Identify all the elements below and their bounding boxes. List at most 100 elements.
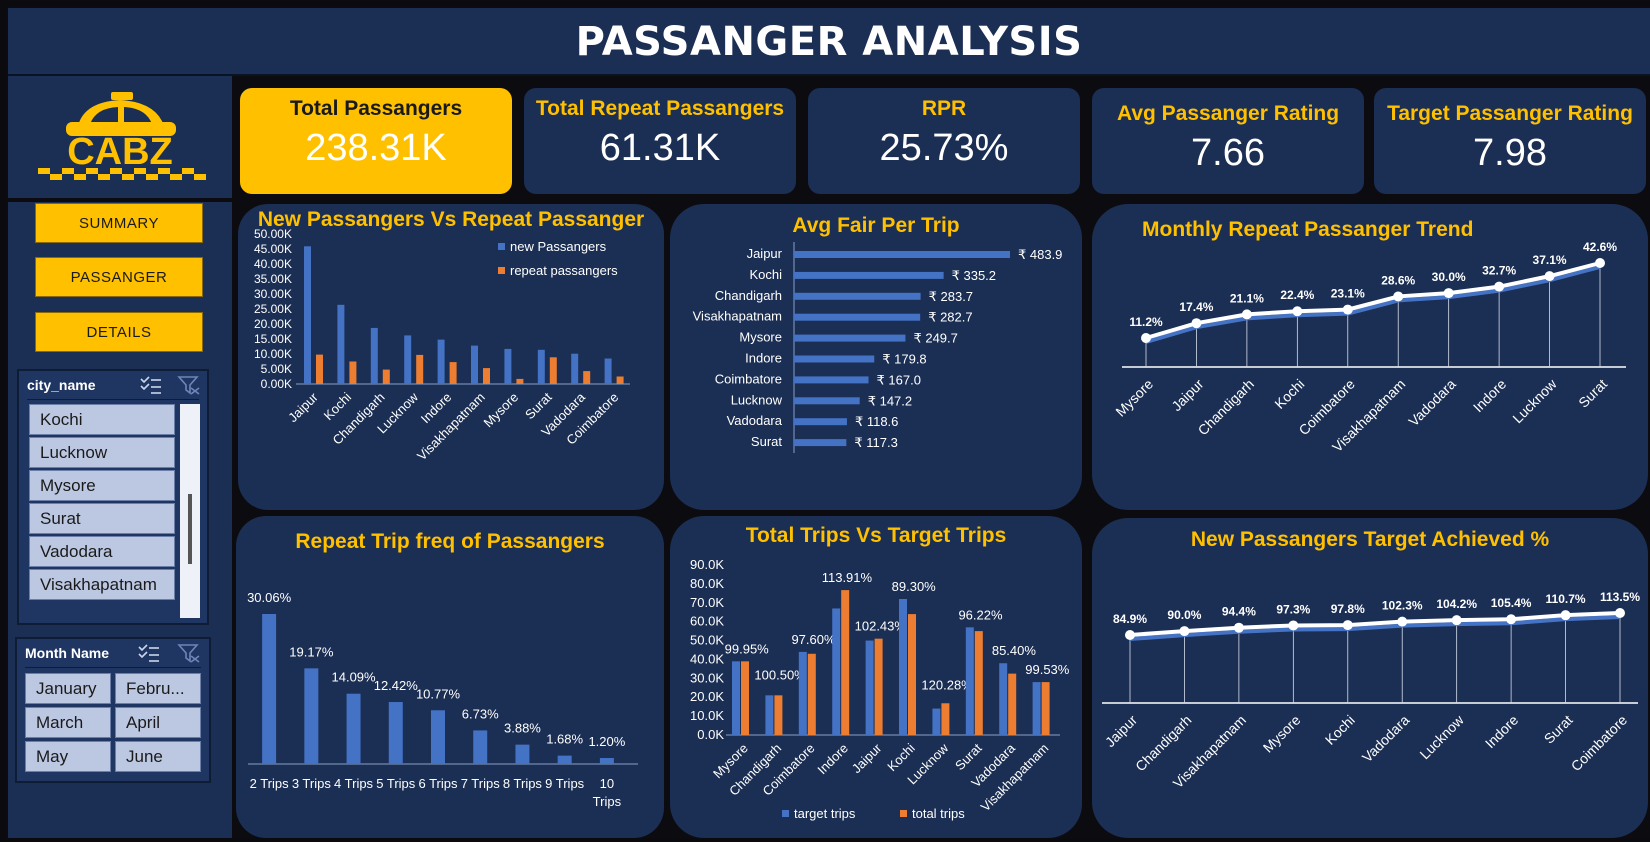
clear-filter-icon[interactable] bbox=[177, 643, 201, 663]
legend-swatch bbox=[900, 810, 907, 817]
trend-point bbox=[1233, 622, 1244, 633]
bar-repeat-passangers bbox=[316, 354, 323, 384]
data-label: ₹ 147.2 bbox=[868, 393, 912, 408]
data-label: 42.6% bbox=[1583, 240, 1617, 254]
y-tick-label: 10.0K bbox=[690, 708, 724, 723]
x-tick-label: Kochi bbox=[1322, 712, 1358, 748]
chart-title: New Passangers Target Achieved % bbox=[1190, 528, 1550, 551]
bar-trip-freq bbox=[262, 614, 277, 764]
month-item-february[interactable]: Febru... bbox=[115, 673, 201, 704]
bar-total-trips bbox=[807, 653, 816, 735]
data-label: 97.8% bbox=[1331, 602, 1365, 616]
y-tick-label: 30.0K bbox=[690, 670, 724, 685]
y-tick-label: 20.00K bbox=[254, 317, 292, 331]
y-tick-label: 10.00K bbox=[254, 347, 292, 361]
multi-select-icon[interactable] bbox=[137, 643, 161, 663]
chart-title: Repeat Trip freq of Passangers bbox=[295, 530, 605, 553]
bar-avg-fare bbox=[794, 376, 869, 384]
kpi-value: 25.73% bbox=[879, 127, 1009, 169]
bar-total-trips bbox=[1041, 682, 1050, 735]
bar-total-trips bbox=[741, 661, 749, 735]
data-label: 3.88% bbox=[504, 721, 541, 736]
bar-new-passangers bbox=[571, 353, 579, 384]
month-item-june[interactable]: June bbox=[115, 741, 201, 772]
month-item-april[interactable]: April bbox=[115, 707, 201, 738]
data-label: 100.50% bbox=[754, 667, 806, 682]
bar-repeat-passangers bbox=[549, 357, 557, 384]
x-tick-label: Mysore bbox=[1260, 712, 1304, 756]
title-bar: PASSANGER ANALYSIS bbox=[8, 8, 1650, 76]
trend-point bbox=[1141, 333, 1151, 343]
repeat-freq-chart: 30.06% 2 Trips 19.17% 3 Trips 14.09% 4 Trips 1… bbox=[247, 590, 638, 809]
legend-label: new Passangers bbox=[510, 239, 607, 254]
city-item-visakhapatnam[interactable]: Visakhapatnam bbox=[29, 569, 175, 600]
month-item-march[interactable]: March bbox=[25, 707, 111, 738]
details-button[interactable]: DETAILS bbox=[35, 312, 203, 352]
city-item-vadodara[interactable]: Vadodara bbox=[29, 536, 175, 567]
month-item-may[interactable]: May bbox=[25, 741, 111, 772]
x-tick-label: Jaipur bbox=[1168, 376, 1207, 415]
trips-vs-target-card: Total Trips Vs Target Trips 90.0K 80.0K 70… bbox=[670, 516, 1082, 838]
data-label: 14.09% bbox=[332, 670, 377, 685]
bar-target-trips bbox=[899, 599, 907, 735]
summary-button[interactable]: SUMMARY bbox=[35, 203, 203, 243]
bar-avg-fare bbox=[794, 251, 1010, 258]
x-tick-label: Mysore bbox=[480, 390, 521, 431]
trend-point bbox=[1393, 291, 1404, 302]
data-label: 102.43% bbox=[855, 619, 907, 634]
y-tick-label: Vadodara bbox=[727, 413, 783, 428]
legend-swatch bbox=[782, 810, 789, 817]
monthly-repeat-chart: 11.2%Mysore17.4%Jaipur21.1%Chandigarh22.… bbox=[1112, 240, 1626, 455]
month-item-january[interactable]: January bbox=[25, 673, 111, 704]
x-tick-label: Coimbatore bbox=[1568, 712, 1631, 775]
bar-new-passangers bbox=[504, 348, 512, 384]
kpi-label: Target Passanger Rating bbox=[1387, 102, 1633, 125]
data-label: ₹ 167.0 bbox=[877, 372, 921, 387]
city-item-kochi[interactable]: Kochi bbox=[29, 404, 175, 435]
multi-select-icon[interactable] bbox=[139, 375, 163, 395]
city-item-surat[interactable]: Surat bbox=[29, 503, 175, 534]
kpi-label: Total Repeat Passangers bbox=[535, 97, 785, 120]
data-label: ₹ 282.7 bbox=[928, 310, 972, 325]
month-slicer-title: Month Name bbox=[25, 645, 109, 661]
slicer-scrollbar[interactable] bbox=[180, 404, 200, 618]
y-tick-label: Jaipur bbox=[747, 246, 783, 261]
y-tick-label: Surat bbox=[751, 434, 782, 449]
month-slicer: Month Name January Febru... March April … bbox=[15, 637, 211, 783]
bar-trip-freq bbox=[388, 702, 403, 764]
y-tick-label: 0.00K bbox=[261, 377, 292, 391]
slicer-divider bbox=[27, 399, 199, 400]
monthly-repeat-card: Monthly Repeat Passanger Trend 11.2% Myso… bbox=[1092, 204, 1648, 510]
bar-repeat-passangers bbox=[416, 354, 424, 384]
bar-repeat-passangers bbox=[516, 378, 524, 384]
trend-line bbox=[1129, 611, 1621, 637]
y-tick-label: 40.0K bbox=[690, 651, 724, 666]
clear-filter-icon[interactable] bbox=[177, 375, 201, 395]
data-label: 90.0% bbox=[1167, 608, 1201, 622]
passanger-button[interactable]: PASSANGER bbox=[35, 257, 203, 297]
bar-target-trips bbox=[865, 640, 874, 735]
data-label: 102.3% bbox=[1382, 599, 1423, 613]
data-label: 96.22% bbox=[958, 607, 1003, 622]
y-tick-label: 70.0K bbox=[690, 595, 724, 610]
scrollbar-thumb[interactable] bbox=[188, 494, 192, 564]
data-label: 37.1% bbox=[1533, 253, 1567, 267]
data-label: ₹ 179.8 bbox=[882, 352, 926, 367]
bar-trip-freq bbox=[346, 693, 361, 764]
data-label: ₹ 118.6 bbox=[855, 414, 898, 429]
trend-point bbox=[1615, 608, 1625, 618]
kpi-value: 61.31K bbox=[599, 127, 721, 169]
kpi-avg-passanger-rating: Avg Passanger Rating 7.66 bbox=[1092, 88, 1364, 194]
target-achieved-chart: 84.9%Jaipur90.0%Chandigarh94.4%Visakhapa… bbox=[1102, 590, 1641, 791]
cab-logo-icon: CABZ bbox=[38, 92, 206, 180]
city-item-lucknow[interactable]: Lucknow bbox=[29, 437, 175, 468]
y-tick-label: 45.00K bbox=[254, 242, 292, 256]
kpi-value: 7.98 bbox=[1473, 132, 1547, 174]
data-label: 17.4% bbox=[1179, 300, 1213, 314]
city-item-mysore[interactable]: Mysore bbox=[29, 470, 175, 501]
data-label: 85.40% bbox=[992, 643, 1037, 658]
data-label: 104.2% bbox=[1436, 597, 1477, 611]
trend-line bbox=[1145, 261, 1601, 340]
x-tick-label: 7 Trips bbox=[461, 776, 501, 791]
data-label: 6.73% bbox=[462, 706, 499, 721]
